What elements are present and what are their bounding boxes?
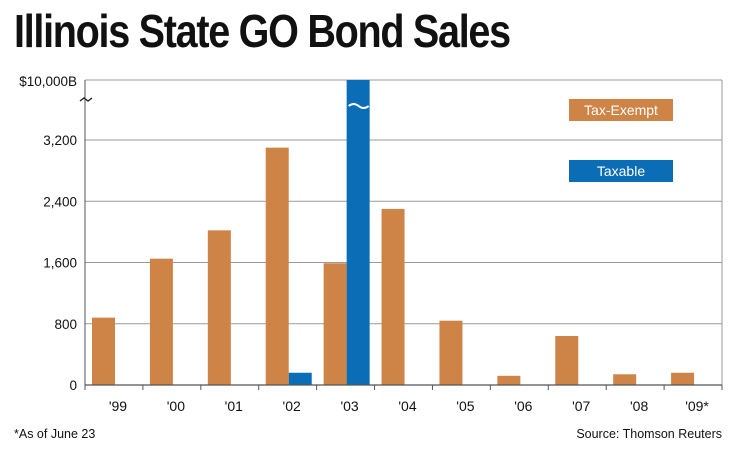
footnote: *As of June 23 xyxy=(14,427,96,441)
x-tick-label: '07 xyxy=(572,398,590,414)
y-tick-label: 3,200 xyxy=(43,133,77,148)
legend-layer: Tax-Exempt Taxable xyxy=(569,99,673,182)
y-break-label: $10,000B xyxy=(19,74,77,89)
y-tick-label: 0 xyxy=(69,378,77,393)
bars-layer xyxy=(92,80,695,385)
bar-break-mark xyxy=(348,103,370,109)
x-tick-label: '99 xyxy=(109,398,127,414)
x-tick-label: '05 xyxy=(456,398,474,414)
x-tick-label: '04 xyxy=(398,398,416,414)
bar-taxable-3 xyxy=(288,372,312,385)
y-tick-label: 800 xyxy=(54,317,77,332)
x-tick-label: '06 xyxy=(514,398,532,414)
legend-swatch-tax-exempt xyxy=(569,99,673,121)
bar-taxable-4 xyxy=(346,80,370,385)
bar-tax-exempt-1 xyxy=(149,258,173,385)
source-note: Source: Thomson Reuters xyxy=(576,427,722,441)
x-tick-label: '00 xyxy=(167,398,185,414)
bar-tax-exempt-4 xyxy=(323,263,347,385)
bar-tax-exempt-2 xyxy=(207,230,231,385)
x-tick-label: '08 xyxy=(630,398,648,414)
bar-tax-exempt-5 xyxy=(381,208,405,385)
bar-tax-exempt-0 xyxy=(92,317,115,385)
bar-tax-exempt-8 xyxy=(555,336,579,385)
y-tick-label: 2,400 xyxy=(43,194,77,209)
bar-tax-exempt-3 xyxy=(265,147,289,385)
axis-layer: 0 800 1,600 2,400 3,200 $10,000B '99 '00 '01 '02 '… xyxy=(19,74,723,414)
legend-label-tax-exempt: Tax-Exempt xyxy=(584,102,658,118)
legend-label-taxable: Taxable xyxy=(597,163,645,179)
y-axis-break-mark xyxy=(79,97,93,102)
legend-swatch-taxable xyxy=(569,160,673,182)
x-tick-label: '02 xyxy=(283,398,301,414)
y-tick-label: 1,600 xyxy=(43,256,77,271)
x-tick-label: '01 xyxy=(225,398,243,414)
bar-tax-exempt-7 xyxy=(497,375,521,385)
bar-tax-exempt-10 xyxy=(671,372,695,385)
chart-title: Illinois State GO Bond Sales xyxy=(14,5,511,57)
x-tick-label: '03 xyxy=(340,398,358,414)
x-tick-label: '09* xyxy=(685,398,709,414)
bar-tax-exempt-6 xyxy=(439,320,463,385)
bar-tax-exempt-9 xyxy=(613,374,637,385)
